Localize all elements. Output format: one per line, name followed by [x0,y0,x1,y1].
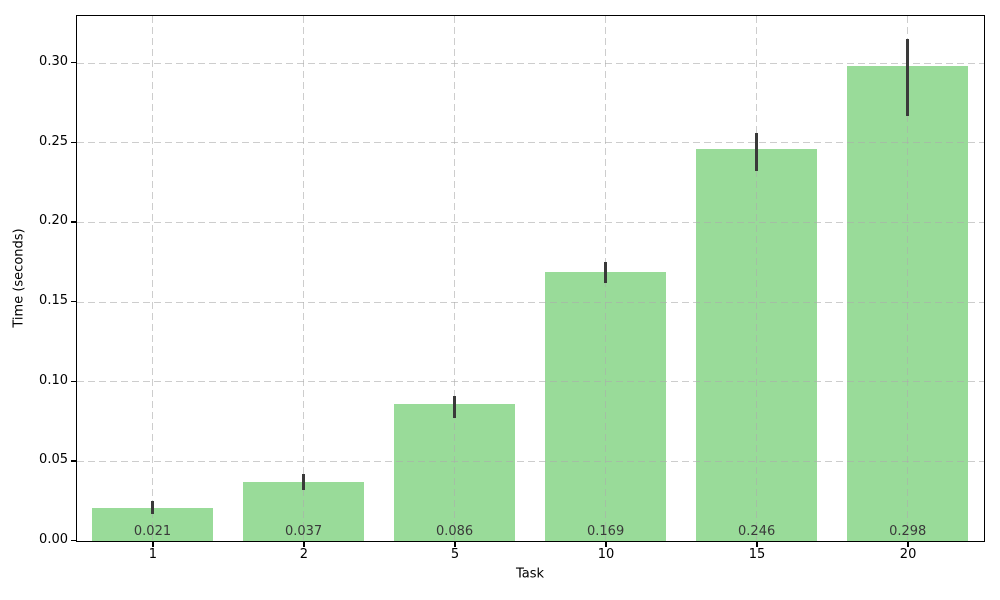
y-tick-mark [71,141,76,143]
bar-value-label: 0.086 [435,524,474,539]
y-tick-mark [71,221,76,223]
y-tick-label: 0.20 [39,213,68,229]
y-tick-mark [71,301,76,303]
y-tick-mark [71,460,76,462]
gridline-vertical [907,16,909,541]
x-axis-label: Task [515,566,545,582]
bar-value-label: 0.246 [738,524,776,539]
error-bar [151,501,155,514]
x-tick-label: 1 [148,547,158,562]
gridline-horizontal [77,62,984,64]
x-tick-label: 10 [597,547,615,562]
y-axis-label: Time (seconds) [11,228,27,328]
bar-value-label: 0.037 [284,524,323,539]
x-tick-mark [303,542,305,547]
y-tick-label: 0.05 [39,452,68,468]
y-tick-label: 0.10 [39,372,68,388]
gridline-vertical [756,16,758,541]
gridline-horizontal [77,221,984,223]
y-tick-label: 0.30 [39,54,68,70]
gridline-vertical [303,16,305,541]
gridline-vertical [152,16,154,541]
y-tick-mark [71,380,76,382]
gridline-horizontal [77,142,984,144]
error-bar [302,474,306,491]
y-tick-mark [71,62,76,64]
plot-area: 0.021 0.037 0.086 0.169 0.246 0.298 [76,15,985,542]
y-tick-label: 0.00 [39,532,68,548]
x-tick-label: 2 [299,547,309,562]
x-tick-mark [605,542,607,547]
error-bar [453,396,457,419]
x-tick-mark [152,542,154,547]
x-tick-label: 15 [748,547,766,562]
x-tick-mark [907,542,909,547]
gridline-horizontal [77,301,984,303]
y-tick-mark [71,540,76,542]
gridline-vertical [454,16,456,541]
y-tick-label: 0.25 [39,133,68,149]
x-tick-mark [756,542,758,547]
y-tick-label: 0.15 [39,293,68,309]
error-bar [906,39,910,116]
gridline-horizontal [77,381,984,383]
x-tick-label: 20 [899,547,917,562]
bar-value-label: 0.298 [889,524,927,539]
bar-value-label: 0.169 [587,524,625,539]
x-tick-mark [454,542,456,547]
bar-value-label: 0.021 [133,524,172,539]
error-bar [755,133,759,172]
gridline-horizontal [77,460,984,462]
x-tick-label: 5 [450,547,460,562]
error-bar [604,262,608,283]
